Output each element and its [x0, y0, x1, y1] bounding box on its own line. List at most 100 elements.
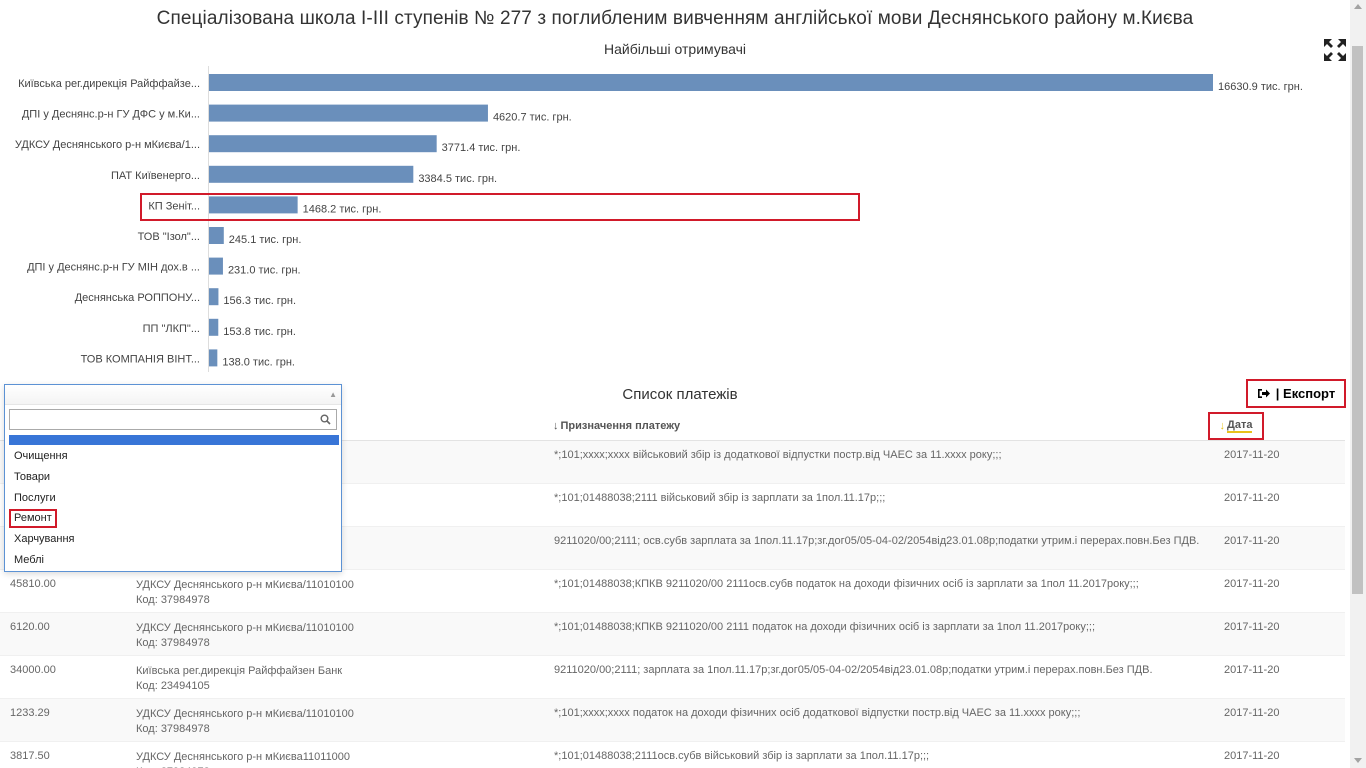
dropdown-option-label: Меблі	[14, 553, 44, 566]
value-label-6: 231.0 тис. грн.	[228, 265, 301, 277]
recipient-code: Код: 37984978	[136, 594, 210, 606]
scroll-down-arrow[interactable]	[1354, 758, 1362, 763]
dropdown-option[interactable]: Меблі	[9, 550, 339, 571]
recipient-code: Код: 37984978	[136, 765, 350, 768]
category-label-9: ТОВ КОМПАНІЯ ВІНТ...	[81, 353, 200, 365]
bar-0[interactable]	[209, 74, 1213, 91]
payment-purpose: *;101;01488038;КПКВ 9211020/00 2111 пода…	[554, 621, 1096, 633]
dropdown-search-input[interactable]	[9, 409, 337, 430]
payment-date: 2017-11-20	[1224, 535, 1280, 547]
payment-amount: 3817.50	[10, 750, 50, 762]
recipient-code: Код: 37984978	[136, 637, 210, 649]
recipients-bar-chart: Київська рег.дирекція Райффайзе... 16630.…	[15, 66, 1303, 372]
recipient-code: Код: 37984978	[136, 723, 210, 735]
value-label-5: 245.1 тис. грн.	[229, 234, 302, 246]
payment-amount: 45810.00	[10, 578, 56, 590]
table-row[interactable]: 34000.00 Київська рег.дирекція Райффайзен…	[0, 656, 1345, 699]
dropdown-option-label: Очищення	[14, 450, 68, 462]
table-row[interactable]: 1233.29 УДКСУ Деснянського р-н мКиєва/110…	[0, 699, 1345, 742]
table-row[interactable]: 6120.00 УДКСУ Деснянського р-н мКиєва/110…	[0, 613, 1345, 656]
bar-5[interactable]	[209, 227, 224, 244]
category-label-0: Київська рег.дирекція Райффайзе...	[18, 78, 200, 90]
export-button[interactable]: | Експорт	[1246, 379, 1346, 408]
column-header-date[interactable]: ↓ Дата	[1208, 412, 1264, 440]
column-header-purpose[interactable]: ↓ Призначення платежу	[553, 420, 681, 432]
sort-arrow-icon: ↓	[1219, 420, 1226, 432]
table-row[interactable]: 45810.00 УДКСУ Деснянського р-н мКиєва/11…	[0, 570, 1345, 613]
bar-1[interactable]	[209, 104, 488, 122]
value-label-2: 3771.4 тис. грн.	[442, 142, 521, 154]
expand-icon[interactable]	[1323, 38, 1347, 62]
bar-9[interactable]	[209, 349, 218, 367]
category-dropdown[interactable]: ▲ Очищення Товари Послуги Ремонт Харчування М…	[4, 384, 342, 572]
category-label-2: УДКСУ Деснянського р-н мКиєва/1...	[15, 139, 200, 151]
payment-amount: 34000.00	[10, 664, 56, 676]
payment-purpose: *;101;01488038;КПКВ 9211020/00 2111осв.с…	[554, 578, 1139, 590]
dropdown-highlighted-option[interactable]	[9, 435, 339, 445]
dropdown-toggle[interactable]: ▲	[5, 385, 341, 405]
payment-recipient: УДКСУ Деснянського р-н мКиєва/11010100 Ко…	[136, 707, 354, 737]
scroll-thumb[interactable]	[1352, 46, 1363, 594]
payment-date: 2017-11-20	[1224, 449, 1280, 461]
payment-date: 2017-11-20	[1224, 492, 1280, 504]
value-label-1: 4620.7 тис. грн.	[493, 112, 572, 124]
payment-amount: 1233.29	[10, 707, 50, 719]
payment-recipient: УДКСУ Деснянського р-н мКиєва/11010100 Ко…	[136, 578, 354, 608]
value-label-7: 156.3 тис. грн.	[223, 295, 296, 307]
bar-6[interactable]	[209, 257, 223, 275]
payment-recipient: УДКСУ Деснянського р-н мКиєва/11010100 Ко…	[136, 621, 354, 651]
payment-date: 2017-11-20	[1224, 664, 1280, 676]
page-scrollbar[interactable]	[1350, 0, 1366, 768]
value-label-4: 1468.2 тис. грн.	[303, 203, 382, 215]
payments-list-title: Список платежів	[622, 386, 738, 403]
scroll-up-arrow[interactable]	[1354, 4, 1362, 9]
dropdown-option-label: Ремонт	[9, 509, 57, 529]
dropdown-option[interactable]: Харчування	[9, 529, 339, 550]
bar-4[interactable]	[209, 196, 298, 214]
dropdown-option-label: Товари	[14, 470, 51, 483]
export-label: | Експорт	[1275, 386, 1336, 401]
sign-out-icon	[1257, 388, 1270, 399]
dropdown-options: Очищення Товари Послуги Ремонт Харчування Меб…	[9, 446, 339, 571]
value-label-3: 3384.5 тис. грн.	[418, 173, 497, 185]
payments-table-header: ↓ Призначення платежу ↓ Дата	[0, 412, 1345, 441]
payment-purpose: *;101;xxxx;xxxx військовий збір із додат…	[554, 449, 1002, 461]
value-label-9: 138.0 тис. грн.	[222, 356, 295, 368]
payment-date: 2017-11-20	[1224, 750, 1280, 762]
category-label-5: ТОВ "Ізол"...	[138, 231, 200, 243]
recipient-code: Код: 23494105	[136, 680, 210, 692]
payment-purpose: *;101;01488038;2111 військовий збір із з…	[554, 492, 886, 504]
recipient-name: УДКСУ Деснянського р-н мКиєва/11010100	[136, 622, 354, 634]
category-label-7: Деснянська РОППОНУ...	[75, 292, 200, 304]
payment-purpose: *;101;xxxx;xxxx податок на доходи фізичн…	[554, 707, 1081, 719]
category-label-4: КП Зеніт...	[148, 200, 200, 212]
bar-8[interactable]	[209, 318, 219, 336]
bar-2[interactable]	[209, 135, 437, 153]
category-label-1: ДПІ у Деснянс.р-н ГУ ДФС у м.Ки...	[22, 109, 200, 121]
bar-3[interactable]	[209, 165, 414, 183]
recipient-name: УДКСУ Деснянського р-н мКиєва11011000	[136, 751, 351, 763]
payment-purpose: 9211020/00;2111; осв.субв зарплата за 1п…	[554, 535, 1200, 547]
category-label-6: ДПІ у Деснянс.р-н ГУ МІН дох.в ...	[27, 262, 200, 274]
payment-recipient: УДКСУ Деснянського р-н мКиєва11011000 Код…	[136, 750, 350, 768]
recipient-name: УДКСУ Деснянського р-н мКиєва/11010100	[136, 579, 354, 591]
category-label-3: ПАТ Київенерго...	[111, 170, 200, 182]
dropdown-option[interactable]: Послуги	[9, 488, 339, 509]
payment-purpose: 9211020/00;2111; зарплата за 1пол.11.17р…	[554, 664, 1153, 676]
recipient-name: УДКСУ Деснянського р-н мКиєва/11010100	[136, 708, 354, 720]
dropdown-option-label: Послуги	[14, 491, 56, 504]
table-row[interactable]: 3817.50 УДКСУ Деснянського р-н мКиєва1101…	[0, 742, 1345, 768]
dropdown-option-label: Харчування	[14, 533, 75, 546]
sort-arrow-icon: ↓	[553, 420, 559, 432]
payment-date: 2017-11-20	[1224, 578, 1280, 590]
bar-7[interactable]	[209, 288, 219, 306]
value-label-0: 16630.9 тис. грн.	[1218, 81, 1303, 93]
dropdown-option[interactable]: Ремонт	[9, 508, 339, 529]
page-title: Спеціалізована школа І-ІІІ ступенів № 27…	[156, 8, 1194, 29]
payment-purpose: *;101;01488038;2111осв.субв військовий з…	[554, 750, 930, 762]
dropdown-option[interactable]: Очищення	[9, 446, 339, 467]
payment-date: 2017-11-20	[1224, 621, 1280, 633]
category-label-8: ПП "ЛКП"...	[143, 323, 200, 335]
recipient-name: Київська рег.дирекція Райффайзен Банк	[136, 665, 343, 677]
dropdown-option[interactable]: Товари	[9, 467, 339, 488]
